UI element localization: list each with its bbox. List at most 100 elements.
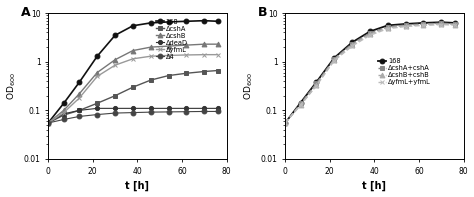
ΔyfmL [94, 75, 100, 78]
Δ4 [94, 113, 100, 116]
X-axis label: t [h]: t [h] [363, 181, 386, 191]
Line: 168: 168 [46, 18, 220, 125]
ΔcshA+cshA [403, 24, 409, 26]
ΔcshB+cshB [313, 84, 319, 86]
ΔyfmL [61, 112, 66, 114]
ΔcshB+cshB [283, 122, 288, 124]
ΔcshA+cshA [283, 122, 288, 124]
ΔcshA+cshA [452, 23, 457, 25]
ΔcshB+cshB [367, 33, 373, 35]
ΔcshB [76, 93, 82, 95]
ΔdeaD [112, 107, 118, 110]
168 [367, 30, 373, 33]
Text: A: A [21, 6, 31, 19]
ΔcshA+cshA [438, 22, 444, 24]
ΔcshA [148, 79, 154, 81]
168 [385, 24, 391, 27]
ΔyfmL [201, 53, 207, 56]
168 [183, 20, 189, 22]
ΔcshA [76, 109, 82, 112]
168 [298, 101, 303, 104]
ΔcshB [183, 44, 189, 46]
168 [420, 22, 426, 24]
Legend: 168, ΔcshA, ΔcshB, ΔdeaD, ΔyfmL, Δ4: 168, ΔcshA, ΔcshB, ΔdeaD, ΔyfmL, Δ4 [155, 18, 188, 60]
Line: ΔcshA+cshA: ΔcshA+cshA [283, 21, 457, 125]
Δ4 [183, 111, 189, 113]
168 [313, 81, 319, 83]
Line: 168: 168 [283, 20, 457, 125]
Δ4 [148, 111, 154, 113]
ΔcshA+cshA [420, 23, 426, 25]
Line: Δ4: Δ4 [46, 109, 220, 125]
ΔyfmL [166, 54, 172, 57]
ΔcshB [215, 43, 220, 45]
ΔdeaD [201, 107, 207, 110]
Legend: 168, ΔcshA+cshA, ΔcshB+cshB, ΔyfmL+yfmL: 168, ΔcshA+cshA, ΔcshB+cshB, ΔyfmL+yfmL [378, 57, 432, 86]
168 [94, 55, 100, 57]
ΔdeaD [76, 109, 82, 112]
ΔyfmL+yfmL [452, 24, 457, 26]
ΔcshB+cshB [452, 23, 457, 26]
ΔcshB+cshB [298, 104, 303, 106]
Δ4 [166, 111, 172, 113]
168 [76, 81, 82, 83]
ΔcshA+cshA [331, 58, 337, 60]
ΔcshA [61, 114, 66, 116]
ΔdeaD [46, 122, 51, 124]
ΔcshB+cshB [420, 23, 426, 26]
ΔyfmL+yfmL [331, 59, 337, 62]
Line: ΔcshB: ΔcshB [46, 42, 220, 125]
Δ4 [76, 115, 82, 118]
ΔcshB+cshB [403, 25, 409, 27]
ΔcshA+cshA [298, 102, 303, 104]
168 [331, 57, 337, 59]
ΔcshA [201, 70, 207, 73]
ΔcshB [94, 71, 100, 74]
Line: ΔdeaD: ΔdeaD [46, 106, 220, 125]
ΔcshA+cshA [313, 82, 319, 85]
ΔcshB+cshB [349, 44, 355, 46]
Line: ΔcshB+cshB: ΔcshB+cshB [283, 21, 457, 125]
168 [283, 122, 288, 124]
ΔcshB [61, 109, 66, 112]
Text: B: B [258, 6, 268, 19]
ΔdeaD [183, 107, 189, 110]
ΔyfmL+yfmL [283, 122, 288, 124]
168 [130, 25, 136, 27]
X-axis label: t [h]: t [h] [126, 181, 149, 191]
ΔdeaD [215, 107, 220, 110]
ΔyfmL [130, 58, 136, 60]
ΔcshA [183, 72, 189, 74]
ΔyfmL [76, 97, 82, 99]
168 [112, 34, 118, 36]
ΔyfmL+yfmL [403, 25, 409, 28]
Y-axis label: OD$_{600}$: OD$_{600}$ [6, 72, 18, 100]
168 [201, 20, 207, 22]
ΔcshA [130, 86, 136, 88]
Line: ΔyfmL: ΔyfmL [46, 52, 220, 125]
ΔcshA [112, 95, 118, 97]
ΔcshB [46, 122, 51, 124]
ΔyfmL [215, 53, 220, 56]
168 [403, 23, 409, 25]
ΔcshB [148, 46, 154, 48]
168 [215, 20, 220, 22]
ΔcshA [166, 74, 172, 77]
ΔyfmL+yfmL [367, 34, 373, 36]
ΔyfmL+yfmL [298, 104, 303, 106]
ΔyfmL+yfmL [438, 23, 444, 26]
Δ4 [215, 110, 220, 113]
ΔyfmL+yfmL [349, 45, 355, 47]
ΔcshA+cshA [349, 43, 355, 45]
ΔdeaD [130, 107, 136, 110]
168 [349, 41, 355, 44]
ΔdeaD [61, 113, 66, 115]
ΔyfmL+yfmL [420, 24, 426, 27]
ΔyfmL [46, 122, 51, 124]
Δ4 [46, 122, 51, 124]
ΔdeaD [94, 107, 100, 110]
ΔcshA+cshA [385, 26, 391, 28]
Line: ΔyfmL+yfmL: ΔyfmL+yfmL [283, 22, 457, 125]
Line: ΔcshA: ΔcshA [46, 68, 220, 125]
ΔyfmL+yfmL [313, 85, 319, 87]
